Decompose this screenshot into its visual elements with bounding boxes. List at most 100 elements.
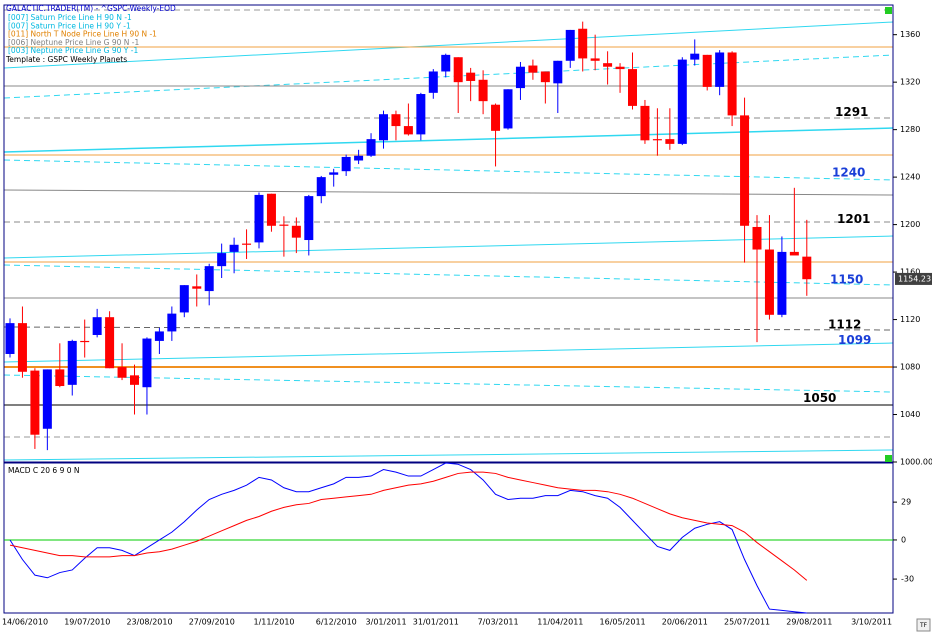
- candle-body: [5, 323, 15, 354]
- candle-body: [615, 66, 625, 70]
- x-tick-label: 25/07/2011: [724, 618, 770, 627]
- y-tick-label: -30: [901, 575, 914, 584]
- x-tick-label: 29/08/2011: [786, 618, 832, 627]
- y-tick-label: 1200: [900, 220, 920, 229]
- x-tick-label: 3/10/2011: [851, 618, 892, 627]
- candle-body: [92, 317, 102, 335]
- candle-body: [304, 196, 314, 241]
- candle-body: [354, 155, 364, 161]
- candle-body: [67, 340, 77, 385]
- candle-body: [217, 253, 227, 267]
- panel-handle[interactable]: [885, 7, 892, 14]
- candle-body: [366, 139, 376, 156]
- candle-body: [665, 139, 675, 144]
- candle-body: [628, 69, 637, 106]
- last-price-label: 1154.23: [898, 274, 931, 283]
- candle-body: [229, 244, 239, 252]
- candle-body: [603, 63, 613, 67]
- candle-body: [329, 172, 339, 175]
- candle-body: [291, 225, 301, 238]
- legend-entry: [003] Neptune Price Line G 90 Y -1: [8, 46, 138, 55]
- candle-body: [727, 52, 737, 116]
- candle-body: [130, 375, 139, 385]
- legend-entry: [006] Neptune Price Line G 90 N -1: [8, 38, 140, 47]
- x-tick-label: 27/09/2010: [189, 618, 235, 627]
- candle-body: [764, 249, 774, 315]
- tf-label[interactable]: TF: [919, 622, 928, 629]
- candle-body: [715, 52, 725, 87]
- macd-title: MACD C 20 6 9 0 N: [8, 466, 80, 475]
- x-tick-label: 6/12/2010: [316, 618, 357, 627]
- y-tick-label: 0: [901, 535, 906, 544]
- level-label: 1050: [803, 391, 836, 405]
- x-tick-label: 16/05/2011: [600, 618, 646, 627]
- candle-body: [341, 156, 351, 172]
- y-tick-label: 1280: [900, 125, 920, 134]
- candle-body: [553, 60, 563, 84]
- candle-body: [192, 286, 202, 289]
- candle-body: [242, 243, 252, 245]
- macd-line: [9, 462, 807, 614]
- x-tick-label: 19/07/2010: [64, 618, 110, 627]
- legend-entry: [007] Saturn Price Line H 90 N -1: [8, 13, 132, 22]
- level-label: 1150: [830, 272, 863, 286]
- planet-line: [3, 374, 894, 393]
- y-tick-label: 1040: [900, 410, 920, 419]
- candle-body: [652, 139, 662, 141]
- tf-button[interactable]: [916, 618, 931, 632]
- candle-body: [204, 266, 214, 292]
- planet-line: [3, 449, 894, 461]
- candle-body: [640, 105, 650, 141]
- candle-body: [491, 104, 501, 131]
- candle-body: [142, 338, 152, 388]
- candle-body: [30, 370, 40, 435]
- x-tick-label: 31/01/2011: [413, 618, 459, 627]
- candle-body: [391, 114, 401, 127]
- candle-body: [179, 285, 189, 313]
- candle-body: [590, 58, 600, 61]
- legend-entry: [011] North T Node Price Line H 90 N -1: [8, 30, 157, 39]
- candle-body: [466, 72, 476, 81]
- y-tick-label: 1360: [900, 30, 920, 39]
- y-tick-label: 1320: [900, 78, 920, 87]
- legend-entry: [007] Saturn Price Line H 90 Y -1: [8, 21, 131, 30]
- candle-body: [565, 29, 575, 61]
- x-tick-label: 3/01/2011: [366, 618, 407, 627]
- candle-body: [777, 251, 787, 315]
- x-tick-label: 14/06/2010: [2, 618, 48, 627]
- candle-body: [428, 71, 438, 93]
- x-tick-label: 1/11/2010: [253, 618, 294, 627]
- candle-body: [702, 54, 712, 87]
- planet-line: [3, 264, 894, 286]
- candle-body: [740, 115, 750, 226]
- candle-body: [80, 340, 90, 343]
- x-tick-label: 7/03/2011: [478, 618, 519, 627]
- candle-body: [677, 59, 687, 144]
- candle-body: [503, 89, 513, 129]
- y-tick-label: 1000.00: [900, 458, 932, 467]
- level-label: 1240: [832, 166, 865, 180]
- candle-body: [254, 194, 264, 243]
- x-tick-label: 23/08/2010: [126, 618, 172, 627]
- candle-body: [789, 251, 799, 256]
- candle-body: [578, 28, 588, 59]
- candle-body: [105, 317, 115, 369]
- candle-body: [515, 66, 525, 89]
- candle-body: [540, 71, 550, 83]
- candle-body: [528, 65, 538, 73]
- candle-body: [416, 94, 426, 135]
- candle-body: [154, 331, 164, 341]
- level-label: 1099: [838, 333, 871, 347]
- candle-body: [453, 57, 463, 83]
- level-label: 1201: [837, 212, 870, 226]
- level-label: 1291: [835, 105, 868, 119]
- panel-handle[interactable]: [885, 455, 892, 462]
- planetary-lines: [3, 9, 894, 461]
- chart-title: GALACTIC.TRADER(TM) - ^GSPC-Weekly-EOD: [6, 4, 176, 13]
- template-label: Template : GSPC Weekly Planets: [5, 55, 127, 64]
- candle-body: [266, 193, 276, 226]
- y-tick-label: 1120: [900, 315, 920, 324]
- planet-line: [3, 326, 894, 331]
- y-tick-label: 1240: [900, 173, 920, 182]
